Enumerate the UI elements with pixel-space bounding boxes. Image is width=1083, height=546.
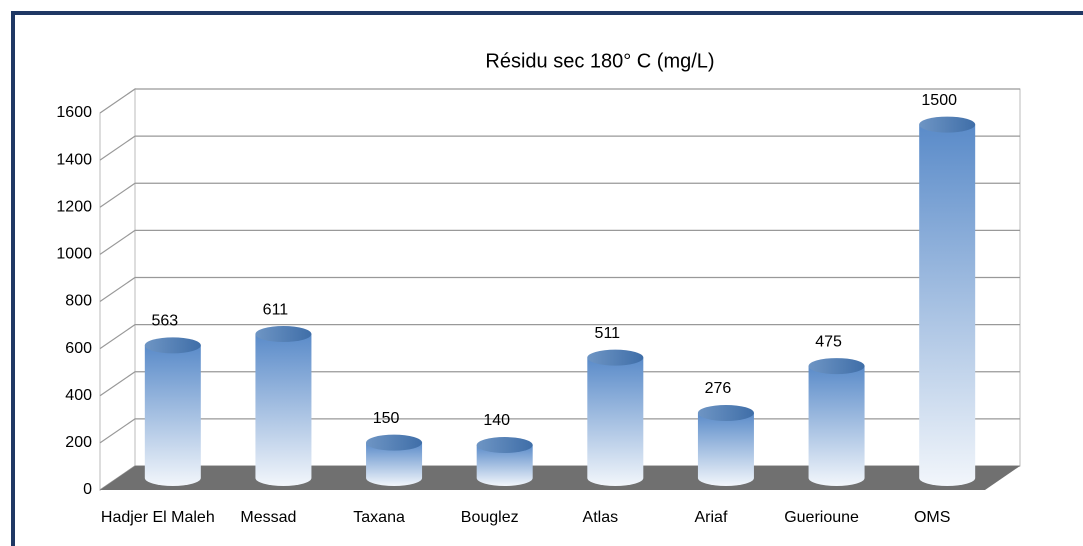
- bar-top: [144, 337, 201, 354]
- bar-top: [587, 349, 644, 366]
- bar-body: [144, 345, 201, 486]
- y-tick-label: 400: [65, 387, 92, 404]
- grid-line: [99, 88, 1020, 114]
- y-tick-label: 0: [83, 481, 92, 498]
- grid-line: [99, 276, 1020, 302]
- grid-line: [99, 229, 1020, 255]
- bar: [697, 404, 754, 486]
- bar-body: [255, 334, 312, 486]
- data-label: 475: [815, 333, 842, 350]
- grid-line: [99, 182, 1020, 208]
- data-label: 150: [373, 410, 400, 427]
- bar: [587, 349, 644, 486]
- bar: [808, 358, 865, 486]
- y-tick-label: 1200: [56, 198, 92, 215]
- data-label: 1500: [921, 92, 957, 109]
- x-tick-label: OMS: [914, 509, 950, 526]
- bar-top: [366, 434, 423, 451]
- bar: [144, 337, 201, 486]
- data-label: 611: [263, 301, 289, 318]
- y-tick-label: 1000: [56, 246, 92, 263]
- y-tick-label: 800: [65, 293, 92, 310]
- bar-top: [808, 358, 865, 375]
- grid-line: [99, 371, 1020, 397]
- data-label: 563: [151, 313, 178, 330]
- x-tick-label: Bouglez: [461, 509, 519, 526]
- y-tick-label: 1600: [56, 104, 92, 121]
- bar-body: [808, 366, 865, 486]
- x-tick-label: Atlas: [583, 509, 619, 526]
- bar-top: [919, 116, 976, 133]
- data-label: 276: [705, 380, 732, 397]
- bar: [476, 437, 533, 486]
- x-tick-label: Guerioune: [784, 509, 859, 526]
- frame: [11, 11, 1083, 546]
- bar-body: [476, 445, 533, 486]
- grid-line: [99, 324, 1020, 350]
- data-label: 140: [483, 412, 510, 429]
- grid-line: [99, 135, 1020, 161]
- bar: [919, 116, 976, 486]
- x-tick-label: Taxana: [353, 509, 405, 526]
- floor: [100, 466, 1020, 490]
- x-tick-label: Hadjer El Maleh: [101, 509, 215, 526]
- bar-body: [366, 442, 423, 486]
- data-label: 511: [595, 325, 621, 342]
- bar-body: [587, 357, 644, 486]
- bar-body: [697, 412, 754, 486]
- bar: [255, 326, 312, 486]
- bar-body: [919, 124, 976, 486]
- x-tick-label: Ariaf: [694, 509, 727, 526]
- bar-top: [476, 437, 533, 454]
- y-tick-label: 1400: [56, 151, 92, 168]
- y-tick-label: 200: [65, 434, 92, 451]
- bar: [366, 434, 423, 486]
- chart-title: Résidu sec 180° C (mg/L): [485, 50, 714, 72]
- y-tick-label: 600: [65, 340, 92, 357]
- x-tick-label: Messad: [240, 509, 296, 526]
- bar-top: [255, 326, 312, 343]
- bar-top: [697, 404, 754, 421]
